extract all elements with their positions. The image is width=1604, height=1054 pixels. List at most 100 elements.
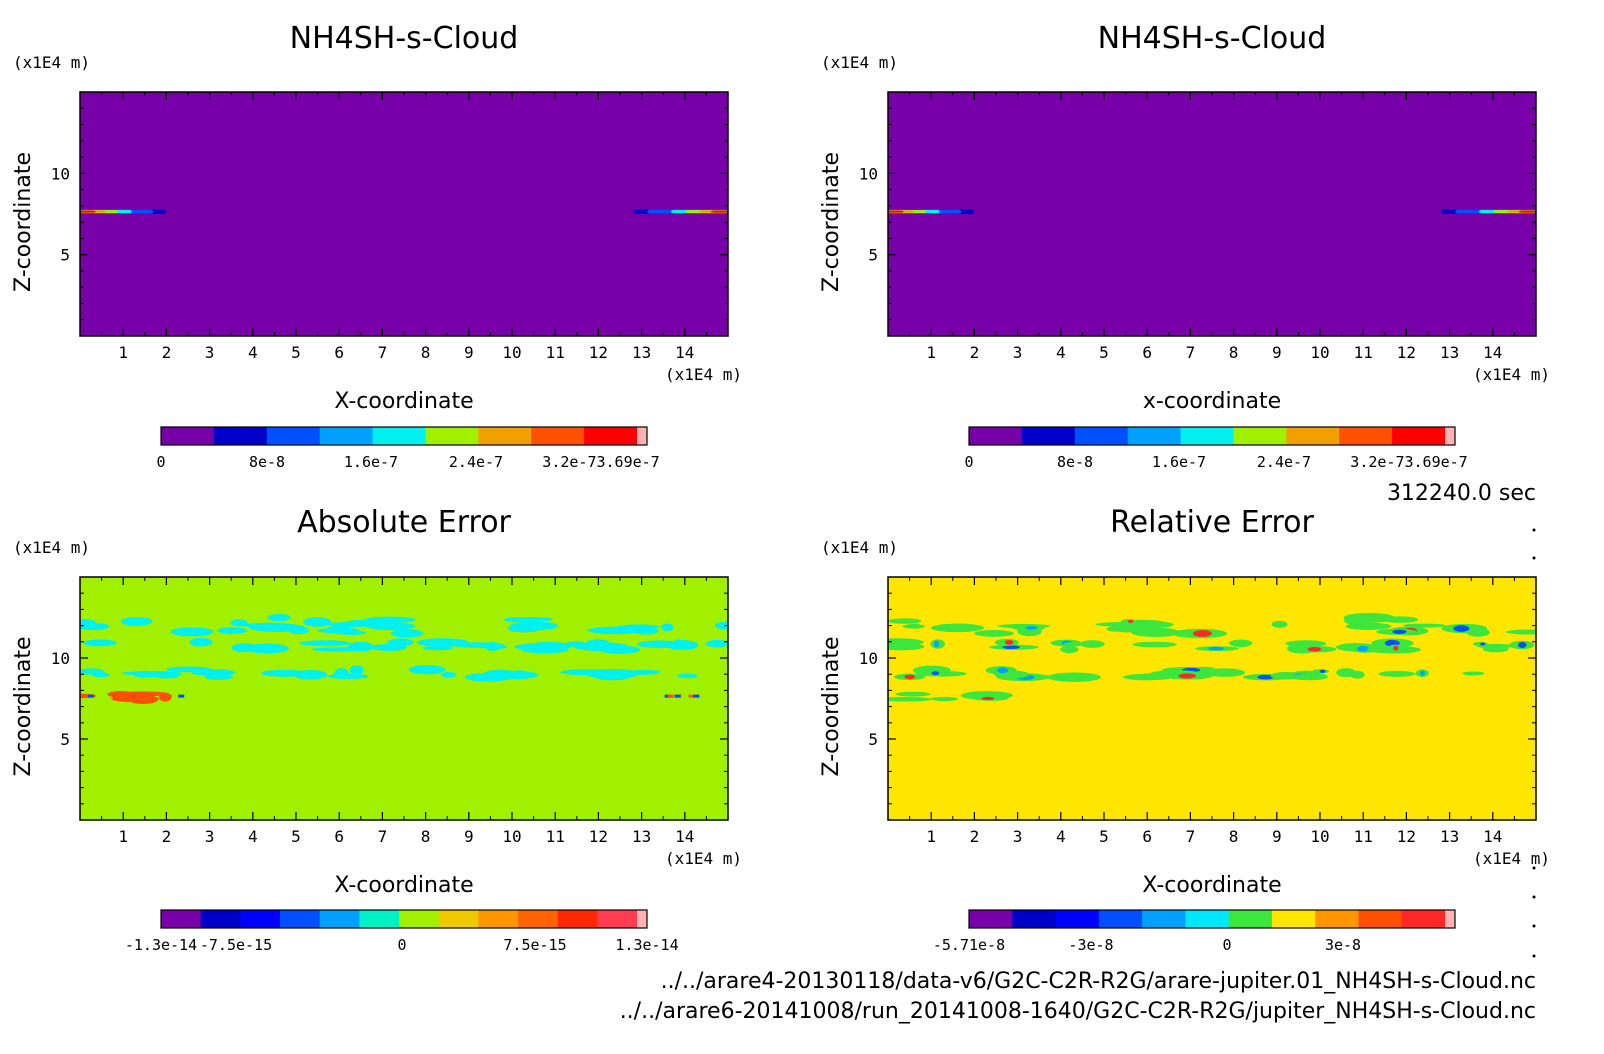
error-blob-core [1393,645,1399,651]
error-blob [260,669,309,677]
heatmap-features [888,209,1536,214]
x-tick-label: 12 [589,827,608,846]
error-blob-core [652,694,659,698]
error-blob [303,617,332,627]
cloud-layer-band [80,210,96,213]
x-tick-label: 14 [1483,343,1502,362]
error-blob [1378,670,1416,677]
x-tick-label: 2 [970,827,980,846]
error-blob-core [664,694,671,698]
colorbar-label: -5.71e-8 [933,936,1005,954]
error-blob-core [87,694,94,698]
x-tick-label: 6 [334,343,344,362]
error-blob [973,630,1015,637]
x-tick-label: 8 [421,343,431,362]
error-blob-core [934,640,940,648]
error-blob [394,642,407,647]
colorbar-segment [1012,910,1057,928]
colorbar-segment [240,910,281,928]
error-blob-core [1178,673,1197,679]
margin-dot [1532,954,1536,958]
error-blob [170,627,214,637]
error-blob-core [1453,625,1470,632]
colorbar-segment [266,427,321,445]
x-tick-label: 12 [1397,827,1416,846]
error-blob [1505,629,1536,635]
colorbar-segment [213,427,268,445]
error-blob [1462,671,1485,676]
colorbar-segment [1286,427,1340,445]
error-blob [888,638,924,647]
error-blob-core [1002,645,1020,650]
error-blob [1204,668,1246,677]
error-blob [311,647,367,652]
colorbar-segment [372,427,426,445]
error-blob [930,696,959,702]
chart-panel-3: Absolute Error(x1E4 m)1 2 3 4 5 6 7 8 9 10 11 12 13 1… [11,505,742,954]
chart-panel-2: NH4SH-s-Cloud(x1E4 m)1 2 3 4 5 6 7 8 9 10 11 12 13 14… [819,21,1550,471]
error-blob [1047,672,1101,682]
error-blob [599,645,641,654]
error-blob-core [1480,642,1486,646]
x-tick-label: 7 [378,827,388,846]
x-tick-label: 14 [1483,827,1502,846]
error-blob [390,629,424,638]
file-path-label: ../../arare4-20130118/data-v6/G2C-C2R-R2… [661,969,1536,994]
cloud-layer-band [710,210,728,213]
colorbar-segment [969,910,1013,928]
x-tick-label: 14 [675,343,694,362]
error-blob-core [688,694,695,698]
x-tick-label: 4 [1056,827,1066,846]
x-tick-label: 3 [1013,827,1023,846]
colorbar-segment [1401,910,1446,928]
x-tick-label: 6 [1142,343,1152,362]
colorbar-segment [531,427,585,445]
error-blob [509,621,559,631]
error-blob [416,638,469,647]
colorbar-segment [319,427,374,445]
error-blob [132,670,157,678]
x-tick-label: 13 [1440,343,1459,362]
x-tick-label: 11 [1354,343,1373,362]
error-blob [299,640,351,647]
error-blob [485,670,539,680]
x-tick-label: 10 [502,827,521,846]
error-blob [244,643,289,654]
colorbar-segment [969,427,1023,445]
x-tick-label: 5 [291,343,301,362]
error-blob [288,626,310,635]
x-axis-label: X-coordinate [334,873,473,898]
x-tick-label: 6 [334,827,344,846]
error-blob [80,668,104,675]
x-tick-label: 5 [1099,343,1109,362]
x-tick-label: 4 [248,827,258,846]
x-tick-label: 1 [118,343,128,362]
error-blob [503,616,541,623]
error-blob-core [127,694,134,698]
error-blob [714,621,728,630]
cloud-layer-band [888,210,904,213]
error-blob [80,622,110,631]
error-blob-core [1208,646,1224,651]
error-blob [440,671,457,678]
colorbar-label: 8e-8 [1057,453,1093,471]
colorbar-segment [1142,910,1186,928]
error-blob-core [1004,639,1014,645]
heatmap-features [80,614,728,705]
x-tick-label: 5 [291,827,301,846]
x-tick-label: 3 [205,343,215,362]
error-blob-core [1392,629,1407,634]
error-blob [349,665,364,675]
chart-title: NH4SH-s-Cloud [290,21,519,56]
heatmap-field [80,92,728,336]
y-axis-label: Z-coordinate [11,637,36,777]
y-tick-label: 5 [60,246,70,265]
x-tick-label: 2 [162,343,172,362]
chart-title: NH4SH-s-Cloud [1098,21,1327,56]
colorbar-segment [637,910,648,928]
y-tick-label: 5 [868,246,878,265]
error-blob-core [931,671,940,676]
x-tick-label: 12 [589,343,608,362]
x-tick-label: 1 [926,827,936,846]
heatmap-features [80,209,728,214]
